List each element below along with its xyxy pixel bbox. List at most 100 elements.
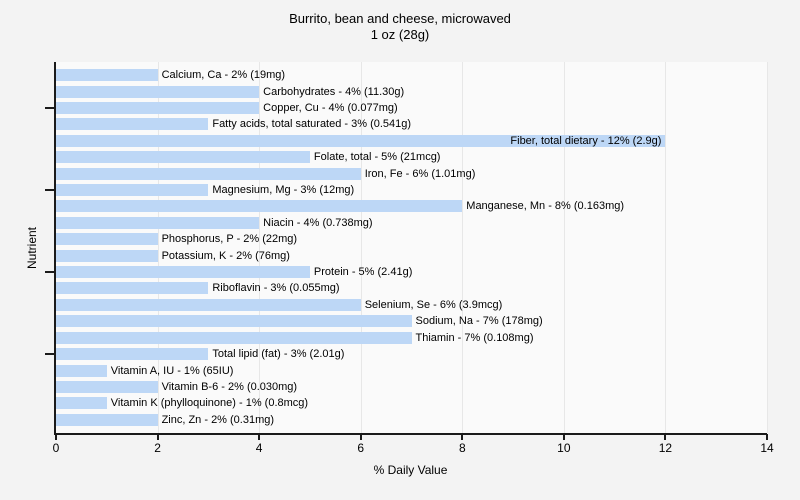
x-tick xyxy=(156,434,159,440)
bar-label: Vitamin K (phylloquinone) - 1% (0.8mcg) xyxy=(110,397,309,410)
bar-label: Potassium, K - 2% (76mg) xyxy=(161,249,290,262)
chart-title: Burrito, bean and cheese, microwaved xyxy=(289,11,511,26)
bar xyxy=(56,167,361,180)
bar-label: Iron, Fe - 6% (1.01mg) xyxy=(364,167,476,180)
bar xyxy=(56,151,310,164)
bar-row: Phosphorus, P - 2% (22mg) xyxy=(56,231,767,247)
bar-row: Niacin - 4% (0.738mg) xyxy=(56,215,767,231)
gridline-8 xyxy=(462,62,464,433)
x-tick xyxy=(55,434,57,440)
bar xyxy=(56,348,209,361)
x-tick-label: 4 xyxy=(255,441,263,455)
bar xyxy=(56,315,412,328)
x-tick-label: 6 xyxy=(357,441,365,455)
y-axis-label: Nutrient xyxy=(25,226,39,269)
bar xyxy=(56,118,209,131)
bar-row: Potassium, K - 2% (76mg) xyxy=(56,247,767,263)
x-tick xyxy=(766,434,768,440)
y-tick xyxy=(45,189,54,192)
bar-row: Magnesium, Mg - 3% (12mg) xyxy=(56,182,767,198)
y-tick xyxy=(45,107,54,110)
bar-label: Copper, Cu - 4% (0.077mg) xyxy=(263,102,398,115)
bar-label: Vitamin B-6 - 2% (0.030mg) xyxy=(161,380,298,393)
bar-row: Fatty acids, total saturated - 3% (0.541… xyxy=(56,116,767,132)
x-tick-label: 10 xyxy=(557,441,571,455)
bar-row: Copper, Cu - 4% (0.077mg) xyxy=(56,100,767,116)
bar-label: Fatty acids, total saturated - 3% (0.541… xyxy=(212,118,412,131)
x-tick xyxy=(258,434,261,440)
bar xyxy=(56,184,209,197)
bar-row: Riboflavin - 3% (0.055mg) xyxy=(56,280,767,296)
bar xyxy=(56,216,260,229)
bar-label: Niacin - 4% (0.738mg) xyxy=(263,216,373,229)
bar-row: Zinc, Zn - 2% (0.31mg) xyxy=(56,412,767,428)
y-tick xyxy=(45,271,54,274)
bar-label: Zinc, Zn - 2% (0.31mg) xyxy=(161,413,275,426)
bar xyxy=(56,380,158,393)
x-tick xyxy=(461,434,464,440)
x-tick-label: 8 xyxy=(458,441,466,455)
x-tick xyxy=(359,434,362,440)
x-tick-label: 2 xyxy=(154,441,161,455)
gridline-6 xyxy=(360,62,362,433)
bar xyxy=(56,298,361,311)
bar xyxy=(56,85,260,98)
bar-row: Iron, Fe - 6% (1.01mg) xyxy=(56,165,767,181)
bar-label: Manganese, Mn - 8% (0.163mg) xyxy=(466,200,625,213)
x-tick-label: 14 xyxy=(760,441,774,455)
bar xyxy=(56,69,158,82)
x-tick-label: 12 xyxy=(658,441,673,455)
plot-area: Calcium, Ca - 2% (19mg) Carbohydrates - 4… xyxy=(54,62,768,435)
bar xyxy=(56,364,107,377)
x-tick-label: 0 xyxy=(52,441,60,455)
bar xyxy=(56,200,463,213)
bar-row: Thiamin - 7% (0.108mg) xyxy=(56,330,767,346)
bar-row: Vitamin A, IU - 1% (65IU) xyxy=(56,362,767,378)
bar-row: Fiber, total dietary - 12% (2.9g) xyxy=(56,133,767,149)
x-tick xyxy=(664,434,667,440)
gridline-14 xyxy=(767,62,768,433)
bar-row: Manganese, Mn - 8% (0.163mg) xyxy=(56,198,767,214)
x-tick xyxy=(562,434,565,440)
bar-row: Protein - 5% (2.41g) xyxy=(56,264,767,280)
bar-row: Carbohydrates - 4% (11.30g) xyxy=(56,83,767,99)
bar xyxy=(56,397,107,410)
bar-label: Selenium, Se - 6% (3.9mcg) xyxy=(364,298,503,311)
x-axis-label: % Daily Value xyxy=(373,463,448,477)
bar-row: Calcium, Ca - 2% (19mg) xyxy=(56,67,767,83)
bar xyxy=(56,331,412,344)
bar-label: Folate, total - 5% (21mcg) xyxy=(313,151,441,164)
chart-subtitle: 1 oz (28g) xyxy=(370,27,430,42)
bar-row: Vitamin B-6 - 2% (0.030mg) xyxy=(56,379,767,395)
bar-row: Vitamin K (phylloquinone) - 1% (0.8mcg) xyxy=(56,395,767,411)
chart-title-block: Burrito, bean and cheese, microwaved 1 o… xyxy=(0,11,800,43)
bar-row: Folate, total - 5% (21mcg) xyxy=(56,149,767,165)
bar-row: Total lipid (fat) - 3% (2.01g) xyxy=(56,346,767,362)
bar-label: Thiamin - 7% (0.108mg) xyxy=(415,331,534,344)
gridline-12 xyxy=(665,62,667,433)
bar-label: Carbohydrates - 4% (11.30g) xyxy=(263,85,405,98)
gridlines xyxy=(56,62,768,433)
bar-label: Calcium, Ca - 2% (19mg) xyxy=(161,69,286,82)
bar-label: Magnesium, Mg - 3% (12mg) xyxy=(212,184,355,197)
y-tick xyxy=(45,353,54,356)
bar xyxy=(56,102,260,115)
bar xyxy=(56,233,158,246)
x-axis-ticks: 0 2 4 6 8 10 12 14 xyxy=(52,434,774,460)
bar xyxy=(56,249,158,262)
bar-label: Protein - 5% (2.41g) xyxy=(313,266,413,279)
gridline-4 xyxy=(259,62,261,433)
bar-label: Phosphorus, P - 2% (22mg) xyxy=(161,233,298,246)
gridline-10 xyxy=(563,62,565,433)
gridline-2 xyxy=(157,62,159,433)
bar: Fiber, total dietary - 12% (2.9g) xyxy=(56,134,666,147)
bars-container: Calcium, Ca - 2% (19mg) Carbohydrates - 4… xyxy=(56,62,767,433)
bar xyxy=(56,266,310,279)
bar xyxy=(56,282,209,295)
bar-label: Riboflavin - 3% (0.055mg) xyxy=(212,282,340,295)
bar-label: Vitamin A, IU - 1% (65IU) xyxy=(110,364,234,377)
y-axis-ticks xyxy=(45,62,54,433)
bar-row: Sodium, Na - 7% (178mg) xyxy=(56,313,767,329)
bar xyxy=(56,413,158,426)
